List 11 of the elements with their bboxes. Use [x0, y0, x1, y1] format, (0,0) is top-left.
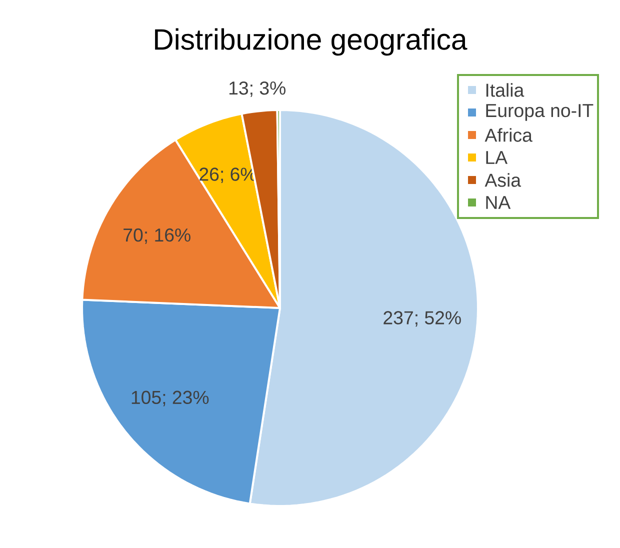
data-label: 237; 52% — [384, 311, 461, 327]
legend-label: LA — [486, 151, 508, 164]
data-label: 13; 3% — [229, 81, 286, 97]
legend-label: NA — [486, 196, 511, 209]
data-label: 70; 16% — [124, 228, 190, 244]
legend-label: Africa — [484, 128, 532, 142]
legend-label: Europa no-IT — [486, 104, 594, 121]
legend-label: Italia — [486, 83, 524, 97]
legend-label: Asia — [484, 173, 522, 187]
data-label: 105; 23% — [132, 390, 209, 406]
chart-title: Distribuzione geografica — [155, 28, 468, 56]
